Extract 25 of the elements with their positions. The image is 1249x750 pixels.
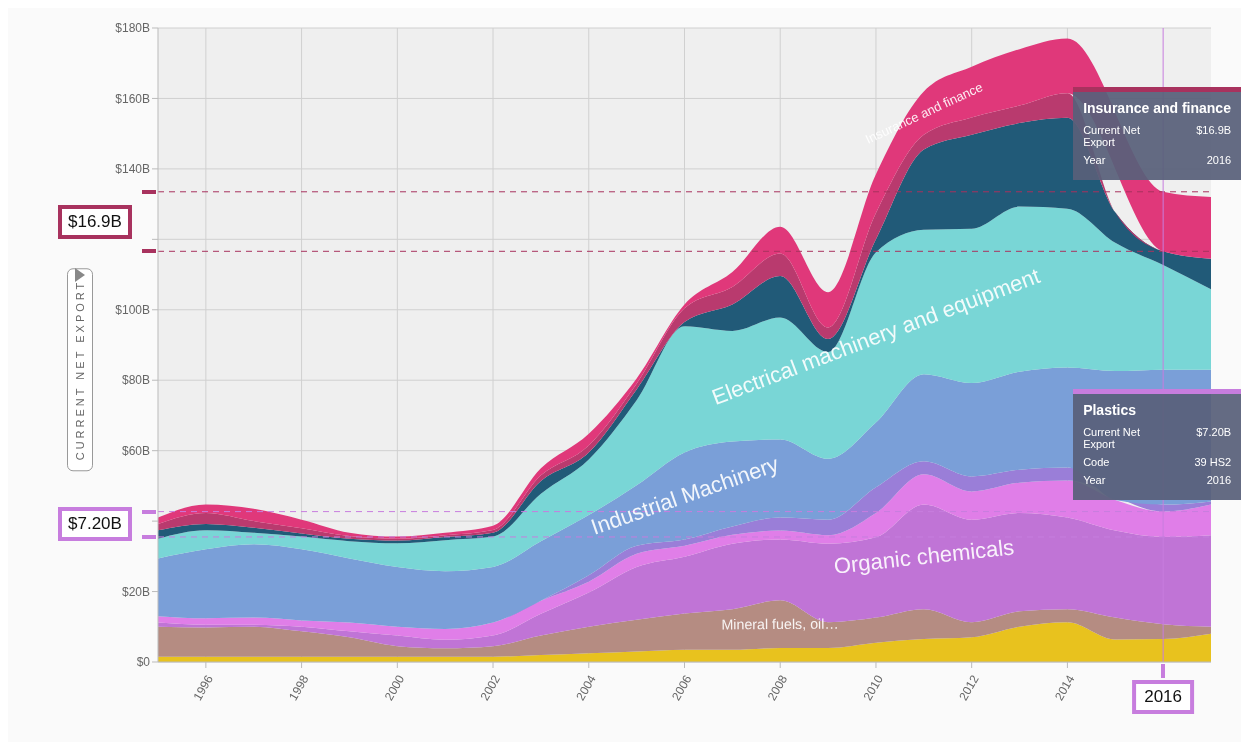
annotation: Year bbox=[1083, 473, 1107, 486]
annotation: Plastics bbox=[1083, 401, 1138, 418]
y-tick-label: $0 bbox=[136, 655, 151, 670]
series-label: Organic chemicals bbox=[832, 534, 1016, 580]
annotation: Current Net Export bbox=[1083, 425, 1141, 450]
ref-line-label: 2016 bbox=[1132, 680, 1195, 714]
y-tick-label: $100B bbox=[115, 303, 150, 318]
annotation: 39 HS2 bbox=[1194, 455, 1232, 468]
y-tick-label: $80B bbox=[121, 373, 150, 388]
annotation: Code bbox=[1083, 455, 1111, 468]
annotation: 2016 bbox=[1206, 153, 1232, 166]
y-tick-label: $160B bbox=[115, 91, 150, 106]
y-tick-label: $180B bbox=[115, 21, 150, 36]
text: $16.9B bbox=[58, 204, 132, 239]
y-tick-label: $140B bbox=[115, 162, 150, 177]
text: $7.20B bbox=[58, 507, 132, 542]
annotation: $7.20B bbox=[1196, 425, 1232, 440]
annotation: Current Net Export bbox=[1083, 123, 1141, 148]
annotation: 2016 bbox=[1206, 473, 1232, 486]
annotation: Year bbox=[1083, 153, 1107, 166]
y-tick-label: $20B bbox=[121, 584, 150, 599]
y-axis-title: CURRENT NET EXPORT bbox=[67, 268, 93, 472]
annotation: Insurance and finance bbox=[1083, 99, 1232, 116]
annotation: $16.9B bbox=[1196, 123, 1232, 138]
y-tick-label: $60B bbox=[121, 443, 150, 458]
